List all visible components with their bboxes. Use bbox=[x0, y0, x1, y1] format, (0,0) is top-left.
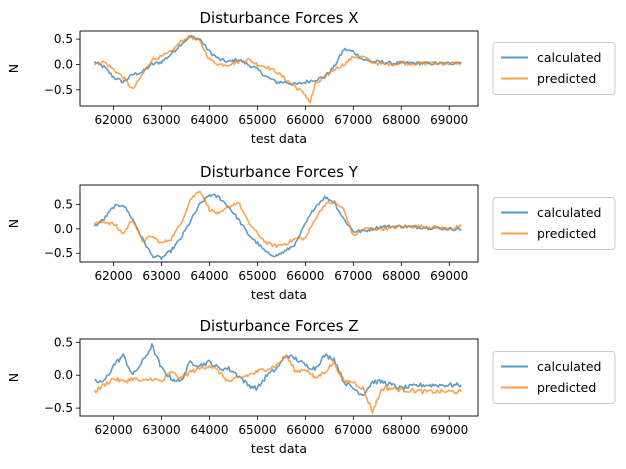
y-axis-label: N bbox=[6, 219, 21, 228]
subplot-1: Disturbance Forces X 62000 63000 64000 65000… bbox=[6, 9, 616, 146]
subplot-3: Disturbance Forces Z 62000 63000 64000 65000… bbox=[6, 317, 616, 456]
legend-box bbox=[492, 197, 616, 250]
series-line-calculated bbox=[94, 343, 462, 397]
x-tick-label: 66000 bbox=[286, 113, 324, 127]
legend-label-predicted: predicted bbox=[537, 226, 596, 241]
axes-frame bbox=[79, 338, 479, 417]
chart-title: Disturbance Forces Y bbox=[200, 163, 359, 181]
x-axis-label: test data bbox=[251, 441, 307, 456]
y-tick-label: 0.5 bbox=[54, 335, 73, 349]
x-axis-label: test data bbox=[251, 131, 307, 146]
x-tick-label: 67000 bbox=[334, 113, 372, 127]
x-tick-label: 66000 bbox=[286, 423, 324, 437]
x-tick-label: 68000 bbox=[382, 113, 420, 127]
x-tick-label: 65000 bbox=[238, 113, 276, 127]
y-tick-label: −0.5 bbox=[44, 83, 73, 97]
x-tick-label: 68000 bbox=[382, 423, 420, 437]
y-tick-label: 0.0 bbox=[54, 57, 73, 71]
series-line-predicted bbox=[93, 354, 462, 414]
legend-label-calculated: calculated bbox=[537, 205, 601, 220]
axes-frame bbox=[79, 184, 479, 263]
x-tick-label: 62000 bbox=[94, 113, 132, 127]
x-tick-label: 64000 bbox=[190, 423, 228, 437]
series-line-predicted bbox=[93, 34, 462, 104]
y-tick-label: 0.5 bbox=[54, 32, 73, 46]
legend-box bbox=[492, 42, 616, 95]
legend-label-predicted: predicted bbox=[537, 380, 596, 395]
x-tick-label: 67000 bbox=[334, 423, 372, 437]
x-tick-label: 65000 bbox=[238, 269, 276, 283]
y-axis-label: N bbox=[6, 373, 21, 382]
legend-label-calculated: calculated bbox=[537, 359, 601, 374]
chart-title: Disturbance Forces Z bbox=[200, 317, 359, 335]
x-tick-label: 63000 bbox=[142, 269, 180, 283]
axes-frame bbox=[79, 30, 479, 107]
x-tick-label: 66000 bbox=[286, 269, 324, 283]
x-tick-label: 63000 bbox=[142, 423, 180, 437]
x-tick-label: 62000 bbox=[94, 423, 132, 437]
y-tick-label: 0.0 bbox=[54, 368, 73, 382]
x-tick-label: 68000 bbox=[382, 269, 420, 283]
x-tick-label: 63000 bbox=[142, 113, 180, 127]
x-axis-label: test data bbox=[251, 287, 307, 302]
legend-label-predicted: predicted bbox=[537, 71, 596, 86]
legend: calculated predicted bbox=[492, 351, 616, 404]
x-tick-label: 64000 bbox=[190, 113, 228, 127]
subplot-2: Disturbance Forces Y 62000 63000 64000 65000… bbox=[6, 163, 616, 302]
series-line-calculated bbox=[93, 34, 462, 86]
y-axis-label: N bbox=[6, 64, 21, 73]
y-tick-label: −0.5 bbox=[44, 401, 73, 415]
x-tick-label: 69000 bbox=[430, 423, 468, 437]
x-tick-label: 69000 bbox=[430, 269, 468, 283]
legend-box bbox=[492, 351, 616, 404]
x-tick-label: 69000 bbox=[430, 113, 468, 127]
y-tick-label: 0.0 bbox=[54, 222, 73, 236]
series-line-calculated bbox=[93, 193, 462, 260]
x-tick-label: 62000 bbox=[94, 269, 132, 283]
x-tick-label: 64000 bbox=[190, 269, 228, 283]
x-tick-label: 67000 bbox=[334, 269, 372, 283]
y-tick-label: −0.5 bbox=[44, 246, 73, 260]
legend: calculated predicted bbox=[492, 197, 616, 250]
chart-title: Disturbance Forces X bbox=[200, 9, 359, 27]
x-tick-label: 65000 bbox=[238, 423, 276, 437]
legend-label-calculated: calculated bbox=[537, 50, 601, 65]
legend: calculated predicted bbox=[492, 42, 616, 95]
y-tick-label: 0.5 bbox=[54, 197, 73, 211]
series-line-predicted bbox=[93, 190, 462, 249]
